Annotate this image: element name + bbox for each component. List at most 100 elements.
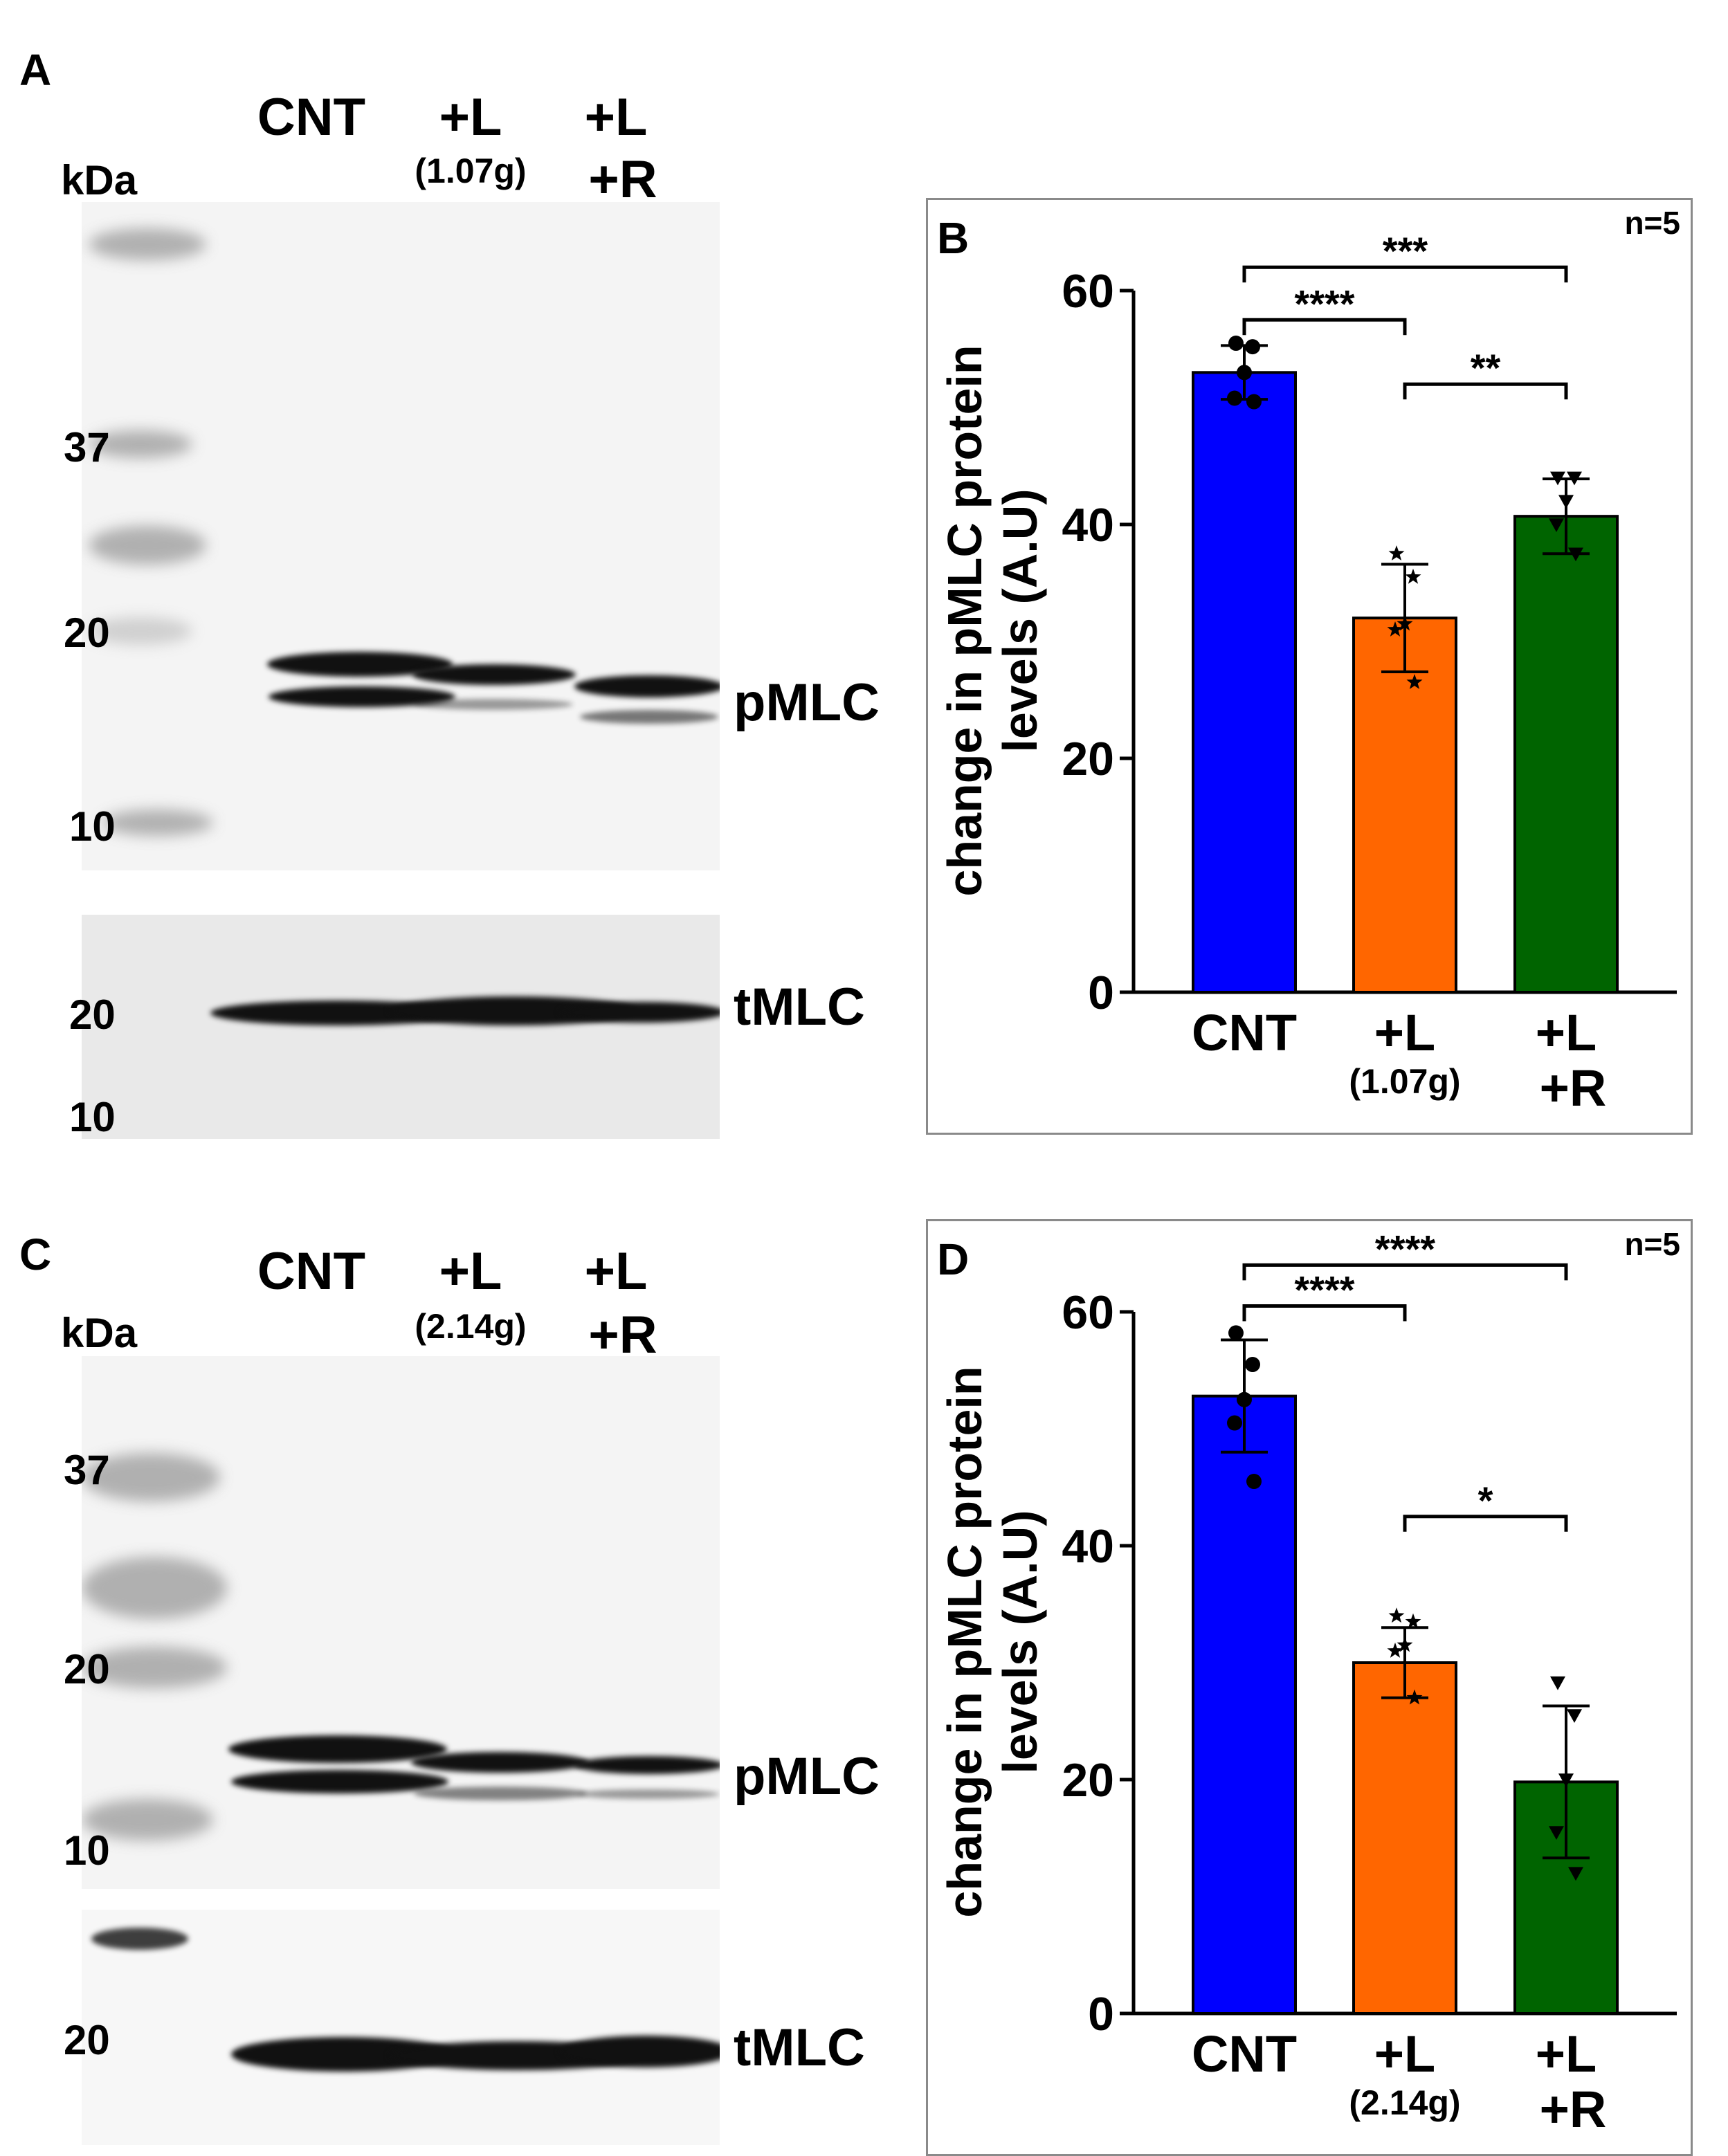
data-point xyxy=(1387,1643,1403,1658)
significance-bracket xyxy=(1242,318,1407,336)
pmlc-band-lr-lower xyxy=(577,1789,720,1799)
data-point xyxy=(1550,1676,1565,1690)
x-tick-label: +L xyxy=(1374,2025,1435,2083)
data-point xyxy=(1549,1826,1564,1840)
data-point xyxy=(1228,336,1244,351)
n-label: n=5 xyxy=(1624,205,1680,241)
kda-label: kDa xyxy=(61,1310,138,1356)
lane-sub-dose: (1.07g) xyxy=(415,152,527,190)
x-tick-label: +L xyxy=(1374,1004,1435,1061)
ladder-band xyxy=(82,1453,220,1501)
mw-marker: 10 xyxy=(69,803,116,850)
pmlc-band-lr-lower xyxy=(580,710,718,724)
bar xyxy=(1352,616,1457,994)
data-point xyxy=(1550,471,1565,486)
data-point xyxy=(1227,1415,1242,1431)
pmlc-band-cnt-lower xyxy=(269,686,455,707)
bar xyxy=(1352,1661,1457,2015)
significance-label: ** xyxy=(1471,346,1501,390)
band-label-tmlc: tMLC xyxy=(734,978,865,1036)
data-point xyxy=(1405,1613,1421,1629)
significance-bracket xyxy=(1242,265,1568,283)
pmlc-band-l xyxy=(411,1752,588,1773)
y-tick-label: 20 xyxy=(1062,1754,1114,1807)
data-point xyxy=(1246,394,1262,410)
mw-marker: 10 xyxy=(64,1827,110,1874)
mw-marker: 20 xyxy=(64,1646,110,1692)
x-tick-sublabel: (2.14g) xyxy=(1349,2083,1460,2122)
data-point xyxy=(1558,495,1574,509)
mw-marker: 37 xyxy=(64,424,110,471)
lane-label-cnt: CNT xyxy=(257,1242,366,1301)
ladder-band xyxy=(82,1557,227,1619)
data-point xyxy=(1405,568,1421,584)
band-label-tmlc: tMLC xyxy=(734,2018,865,2077)
mw-marker: 20 xyxy=(64,610,110,656)
panel-letter: B xyxy=(937,213,969,263)
significance-bracket xyxy=(1242,1304,1407,1322)
lane-label-l: +L xyxy=(439,1242,502,1301)
pmlc-band-l-lower xyxy=(414,699,573,710)
data-point xyxy=(1245,339,1260,355)
significance-label: **** xyxy=(1294,282,1354,325)
tmlc-blot xyxy=(82,915,720,1139)
ladder-band xyxy=(89,526,206,565)
mw-marker: 20 xyxy=(69,992,116,1038)
y-axis-title: change in pMLC protein xyxy=(938,345,992,896)
y-tick-label: 0 xyxy=(1088,967,1114,1019)
lane-label-l: +L xyxy=(439,88,502,147)
bar xyxy=(1192,1394,1297,2015)
pmlc-band-l-lower xyxy=(414,1787,587,1800)
mw-marker: 37 xyxy=(64,1447,110,1493)
pmlc-blot xyxy=(82,202,720,870)
pmlc-band-lr xyxy=(574,675,720,697)
ladder-band xyxy=(82,1799,213,1840)
data-point xyxy=(1397,615,1413,631)
ladder-band xyxy=(102,810,213,836)
mw-marker: 20 xyxy=(64,2017,110,2063)
y-tick-label: 40 xyxy=(1062,1520,1114,1573)
pmlc-band-lr xyxy=(574,1756,720,1774)
data-point xyxy=(1388,545,1405,560)
data-point xyxy=(1388,1607,1405,1623)
data-point xyxy=(1558,1773,1574,1787)
data-point xyxy=(1568,1867,1583,1881)
data-point xyxy=(1387,621,1403,637)
x-tick-label: +L xyxy=(1536,2025,1597,2083)
panel-letter: D xyxy=(937,1234,969,1284)
x-tick-label: CNT xyxy=(1192,1004,1297,1061)
bar xyxy=(1192,371,1297,994)
ladder-band xyxy=(82,1647,227,1688)
pmlc-band-l xyxy=(412,664,576,685)
significance-label: **** xyxy=(1375,1227,1435,1270)
y-tick-label: 60 xyxy=(1062,265,1114,318)
significance-label: **** xyxy=(1294,1268,1354,1312)
pmlc-band-cnt-upper xyxy=(228,1735,447,1763)
lane-label-lr: +L xyxy=(584,1242,648,1301)
lane-label-r: +R xyxy=(588,150,657,209)
y-axis-title: levels (A.U) xyxy=(993,488,1047,752)
significance-label: *** xyxy=(1383,229,1428,273)
panel-letter-a: A xyxy=(19,45,52,95)
ladder-band xyxy=(89,228,206,260)
significance-bracket xyxy=(1403,1515,1568,1532)
data-point xyxy=(1237,1391,1252,1407)
significance-bracket xyxy=(1242,1263,1568,1281)
data-point xyxy=(1567,471,1582,486)
lane-label-lr: +L xyxy=(584,88,648,147)
data-point xyxy=(1406,674,1423,689)
data-point xyxy=(1568,547,1583,562)
data-point xyxy=(1227,390,1242,406)
band-label-pmlc: pMLC xyxy=(734,1747,880,1806)
y-tick-label: 40 xyxy=(1062,499,1114,551)
data-point xyxy=(1406,1689,1423,1705)
n-label: n=5 xyxy=(1624,1226,1680,1262)
lane-label-cnt: CNT xyxy=(257,88,366,147)
panel-letter-c: C xyxy=(19,1230,52,1279)
data-point xyxy=(1397,1636,1413,1652)
x-tick-label: +L xyxy=(1536,1004,1597,1061)
ladder-band xyxy=(89,617,192,645)
kda-label: kDa xyxy=(61,157,138,203)
ladder-band xyxy=(91,1928,188,1950)
